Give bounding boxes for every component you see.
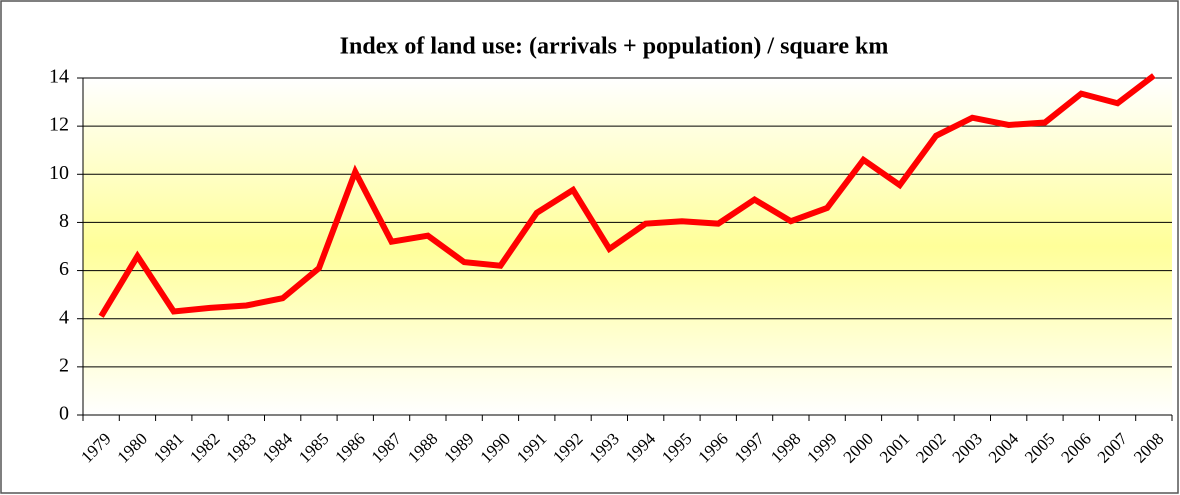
y-tick-label: 2 (59, 354, 69, 376)
y-tick-label: 10 (49, 162, 69, 184)
y-tick-label: 6 (59, 258, 69, 280)
plot-area (83, 78, 1172, 415)
y-tick-label: 14 (49, 66, 69, 88)
y-tick-label: 0 (59, 403, 69, 425)
y-tick-label: 12 (49, 114, 69, 136)
data-line (98, 73, 1156, 318)
y-tick-label: 8 (59, 210, 69, 232)
y-tick-label: 4 (59, 306, 69, 328)
chart-title: Index of land use: (arrivals + populatio… (340, 34, 889, 60)
